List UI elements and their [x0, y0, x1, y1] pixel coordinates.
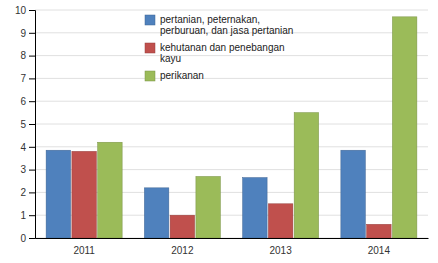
y-tick-label: 6 [20, 96, 26, 107]
legend-label: pertanian, peternakan,perburuan, dan jas… [160, 14, 293, 36]
legend-swatch [145, 71, 155, 81]
y-tick: 0 [20, 233, 35, 244]
x-tick: 2013 [270, 245, 293, 256]
y-tick-label: 3 [20, 164, 26, 175]
bar [98, 142, 122, 238]
y-tick-mark [29, 147, 35, 148]
y-tick: 8 [20, 50, 35, 61]
bar [170, 215, 194, 238]
bars [46, 17, 417, 238]
legend-swatch [145, 15, 155, 25]
bar [144, 188, 168, 238]
plot: 2011 2012 2013 2014 0 1 2 3 4 5 6 7 8 9 10 pertanian, p… [15, 5, 429, 256]
y-tick-label: 9 [20, 28, 26, 39]
y-tick-mark [29, 192, 35, 193]
y-tick-label: 1 [20, 210, 26, 221]
x-tick-label: 2012 [171, 245, 194, 256]
grid-line [35, 101, 428, 102]
grid [35, 10, 428, 238]
grid-line [35, 124, 428, 125]
y-tick-label: 4 [20, 142, 26, 153]
grid-line [35, 78, 428, 79]
y-tick-label: 2 [20, 187, 26, 198]
y-tick: 3 [20, 164, 35, 175]
legend-swatch [145, 43, 155, 53]
grid-line [35, 146, 428, 147]
x-tick: 2011 [73, 245, 95, 256]
y-tick: 4 [20, 142, 35, 153]
y-tick-mark [29, 101, 35, 102]
x-tick-label: 2011 [73, 245, 95, 256]
bar [294, 113, 318, 238]
bar [72, 151, 96, 238]
legend-label: kehutanan dan penebangankayu [160, 42, 285, 64]
y-tick-mark [29, 56, 35, 57]
y-tick: 2 [20, 187, 35, 198]
y-tick-mark [29, 33, 35, 34]
legend: pertanian, peternakan,perburuan, dan jas… [145, 14, 293, 81]
y-axis-line [29, 11, 36, 239]
x-axis-line [36, 238, 429, 239]
x-tick: 2012 [171, 245, 194, 256]
y-tick-mark [29, 170, 35, 171]
bar [268, 204, 292, 238]
bar [341, 150, 365, 238]
bar [46, 150, 70, 238]
y-tick-mark [29, 238, 35, 239]
legend-item: perikanan [145, 70, 204, 81]
y-axis: 0 1 2 3 4 5 6 7 8 9 10 [15, 5, 36, 244]
y-tick-label: 10 [15, 5, 27, 16]
y-tick: 7 [20, 73, 35, 84]
x-tick: 2014 [368, 245, 391, 256]
bar [243, 178, 267, 238]
x-tick-label: 2014 [368, 245, 391, 256]
y-tick-mark [29, 78, 35, 79]
bar [367, 224, 391, 238]
y-tick-label: 7 [20, 73, 26, 84]
grid-line [35, 10, 428, 11]
legend-item: kehutanan dan penebangankayu [145, 42, 285, 64]
y-tick-mark [29, 10, 35, 11]
legend-item: pertanian, peternakan,perburuan, dan jas… [145, 14, 293, 36]
y-tick: 10 [15, 5, 35, 16]
y-tick: 9 [20, 28, 35, 39]
y-tick: 5 [20, 119, 35, 130]
bar [196, 176, 220, 238]
bar-series [98, 17, 417, 238]
y-tick: 6 [20, 96, 35, 107]
chart: 2011 2012 2013 2014 0 1 2 3 4 5 6 7 8 9 10 pertanian, p… [0, 0, 438, 263]
x-axis: 2011 2012 2013 2014 [36, 239, 429, 257]
y-tick: 1 [20, 210, 35, 221]
y-tick-mark [29, 215, 35, 216]
bar [392, 17, 416, 238]
y-tick-mark [29, 124, 35, 125]
x-tick-label: 2013 [270, 245, 293, 256]
grid-line [35, 55, 428, 56]
y-tick-label: 5 [20, 119, 26, 130]
legend-label: perikanan [160, 70, 204, 81]
y-tick-label: 8 [20, 50, 26, 61]
y-tick-label: 0 [20, 233, 26, 244]
